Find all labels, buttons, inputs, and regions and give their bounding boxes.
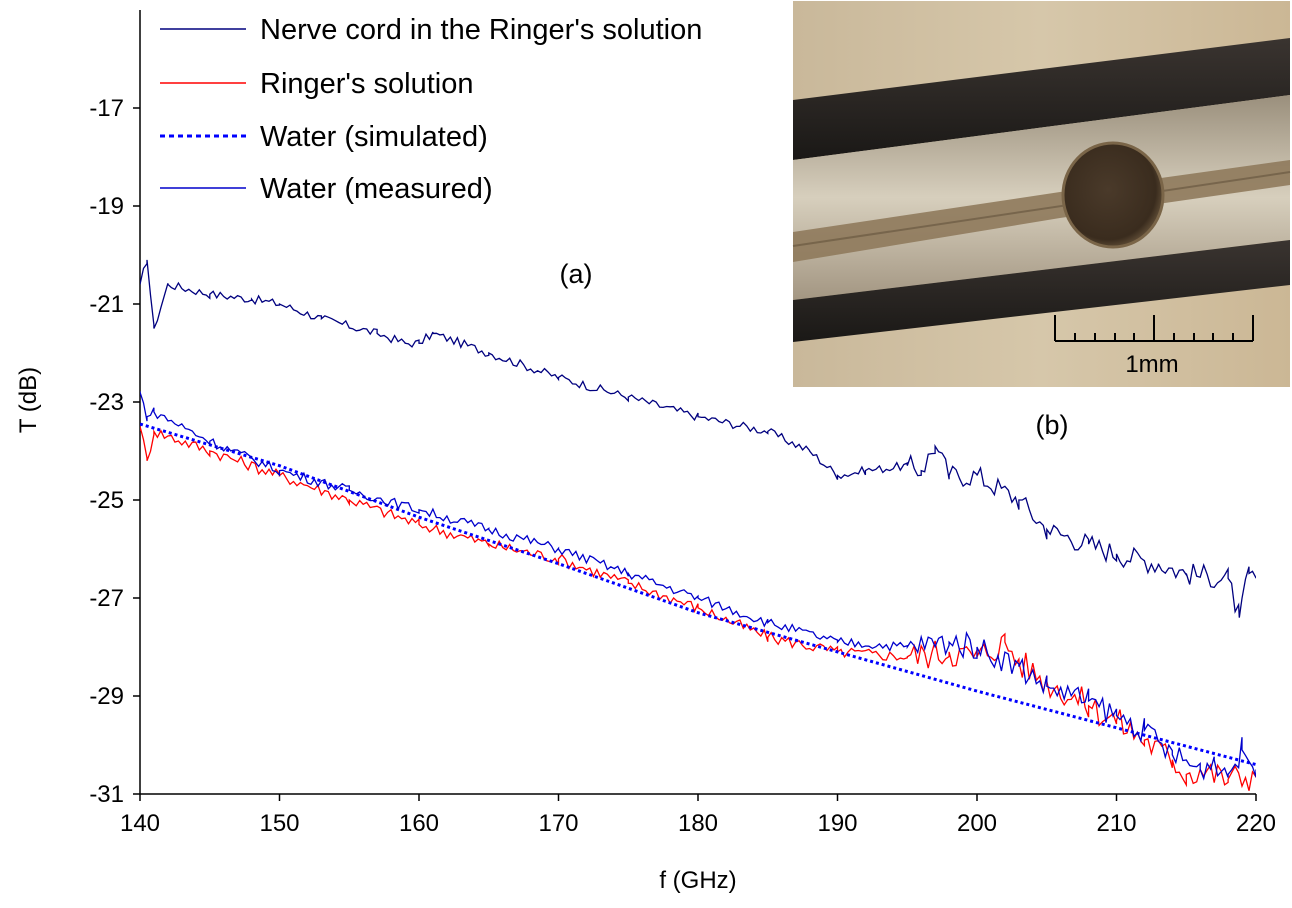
nerve-cord <box>793 160 1290 262</box>
y-tick-label: -31 <box>89 781 124 808</box>
x-tick-label: 200 <box>957 810 997 837</box>
inset-micrograph: 1mm <box>792 1 1291 387</box>
x-axis-title: f (GHz) <box>659 867 736 894</box>
legend: Nerve cord in the Ringer's solution Ringe… <box>160 14 702 205</box>
lower-shadow-band <box>793 240 1290 342</box>
water-simulated-series <box>140 422 1256 767</box>
x-tick-label: 190 <box>817 810 857 837</box>
y-tick-label: -25 <box>89 487 124 514</box>
ringers-solution-series <box>140 426 1256 791</box>
scale-bar <box>1054 315 1254 342</box>
scale-bar-label: 1mm <box>1125 351 1178 378</box>
y-tick-label: -29 <box>89 683 124 710</box>
nerve-cord-series <box>140 259 1256 618</box>
x-tick-label: 180 <box>678 810 718 837</box>
y-tick-label: -19 <box>89 193 124 220</box>
y-ticks: -17 -19 -21 -23 -25 -27 -29 -31 <box>89 95 140 808</box>
y-axis-title: T (dB) <box>15 367 42 433</box>
panel-label-a: (a) <box>560 259 593 289</box>
y-tick-label: -27 <box>89 585 124 612</box>
y-tick-label: -17 <box>89 95 124 122</box>
x-tick-label: 150 <box>259 810 299 837</box>
upper-shadow-band <box>793 38 1290 160</box>
legend-label: Water (measured) <box>260 173 493 205</box>
legend-label: Nerve cord in the Ringer's solution <box>260 14 702 46</box>
x-ticks: 140 150 160 170 180 190 200 210 220 <box>120 794 1276 837</box>
x-tick-label: 220 <box>1236 810 1276 837</box>
water-measured-series <box>140 391 1256 781</box>
panel-label-b: (b) <box>1036 410 1069 440</box>
x-tick-label: 140 <box>120 810 160 837</box>
series-layer <box>140 259 1256 791</box>
x-tick-label: 210 <box>1096 810 1136 837</box>
ganglion <box>1061 141 1165 249</box>
legend-label: Water (simulated) <box>260 121 488 153</box>
legend-label: Ringer's solution <box>260 68 473 100</box>
x-tick-label: 170 <box>538 810 578 837</box>
y-tick-label: -21 <box>89 291 124 318</box>
y-tick-label: -23 <box>89 389 124 416</box>
x-tick-label: 160 <box>399 810 439 837</box>
